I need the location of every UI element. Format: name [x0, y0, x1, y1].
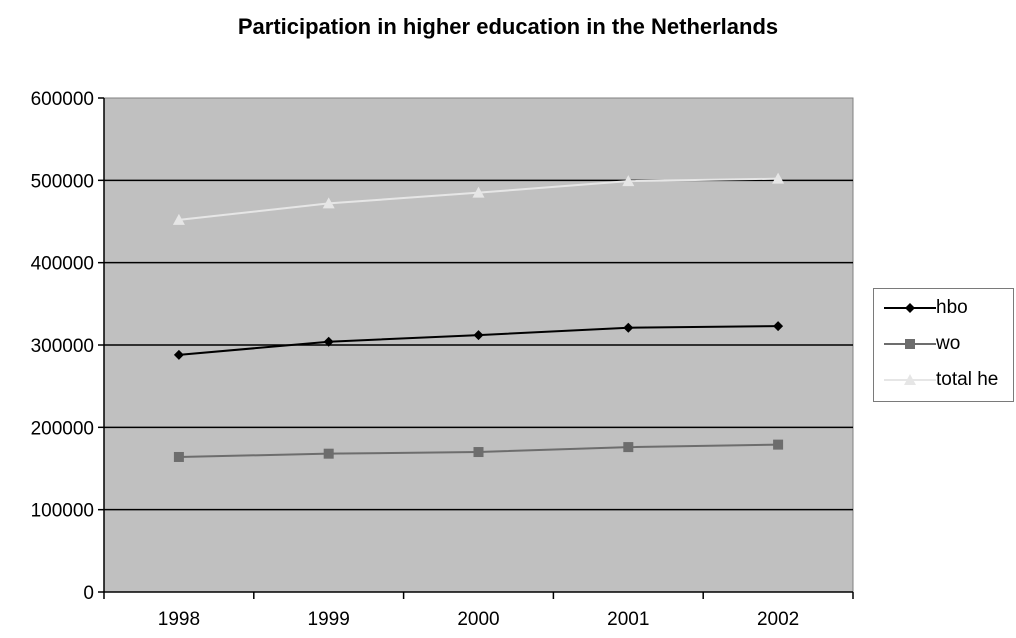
legend-label-wo: wo — [936, 333, 961, 354]
data-point-hbo — [623, 322, 634, 333]
data-point-total-he — [472, 186, 485, 198]
series-wo — [173, 439, 784, 462]
y-tick-label: 400000 — [31, 254, 94, 275]
data-point-total-he — [172, 213, 185, 225]
data-point-hbo — [323, 336, 334, 347]
y-axis-ticks: 0 100000 200000 300000 400000 500000 600000 — [31, 89, 104, 604]
legend-swatch-hbo — [884, 303, 936, 313]
legend-swatch-wo — [884, 339, 936, 349]
x-tick-label: 2000 — [457, 609, 499, 630]
data-point-wo — [473, 447, 484, 458]
y-tick-label: 0 — [83, 583, 94, 604]
legend-item-total-he: total he — [874, 365, 1014, 395]
series-total-he — [172, 172, 785, 225]
x-axis-ticks: 1998 1999 2000 2001 2002 — [103, 592, 854, 630]
legend-item-hbo: hbo — [874, 293, 1014, 323]
y-tick-label: 500000 — [31, 171, 94, 192]
legend-label-total-he: total he — [936, 369, 999, 390]
y-tick-label: 600000 — [31, 89, 94, 110]
x-tick-label: 2002 — [757, 609, 799, 630]
legend: hbo wo total he — [873, 288, 1014, 402]
data-point-hbo — [173, 349, 184, 360]
data-point-wo — [773, 439, 784, 450]
y-tick-label: 100000 — [31, 501, 94, 522]
data-point-wo — [323, 448, 334, 459]
data-point-total-he — [772, 172, 785, 184]
legend-label-hbo: hbo — [936, 297, 968, 318]
y-tick-label: 200000 — [31, 418, 94, 439]
legend-item-wo: wo — [874, 329, 1014, 359]
data-point-total-he — [622, 175, 635, 187]
chart-title: Participation in higher education in the… — [237, 14, 779, 39]
x-tick-label: 1998 — [158, 609, 200, 630]
data-point-hbo — [473, 330, 484, 341]
data-point-total-he — [322, 197, 335, 209]
series-hbo — [173, 321, 784, 360]
data-point-hbo — [773, 321, 784, 332]
data-point-wo — [173, 451, 184, 462]
data-point-wo — [623, 442, 634, 453]
series-layer — [172, 172, 785, 462]
x-tick-label: 2001 — [607, 609, 649, 630]
y-tick-label: 300000 — [31, 336, 94, 357]
legend-swatch-total-he — [884, 374, 936, 385]
x-tick-label: 1999 — [308, 609, 350, 630]
